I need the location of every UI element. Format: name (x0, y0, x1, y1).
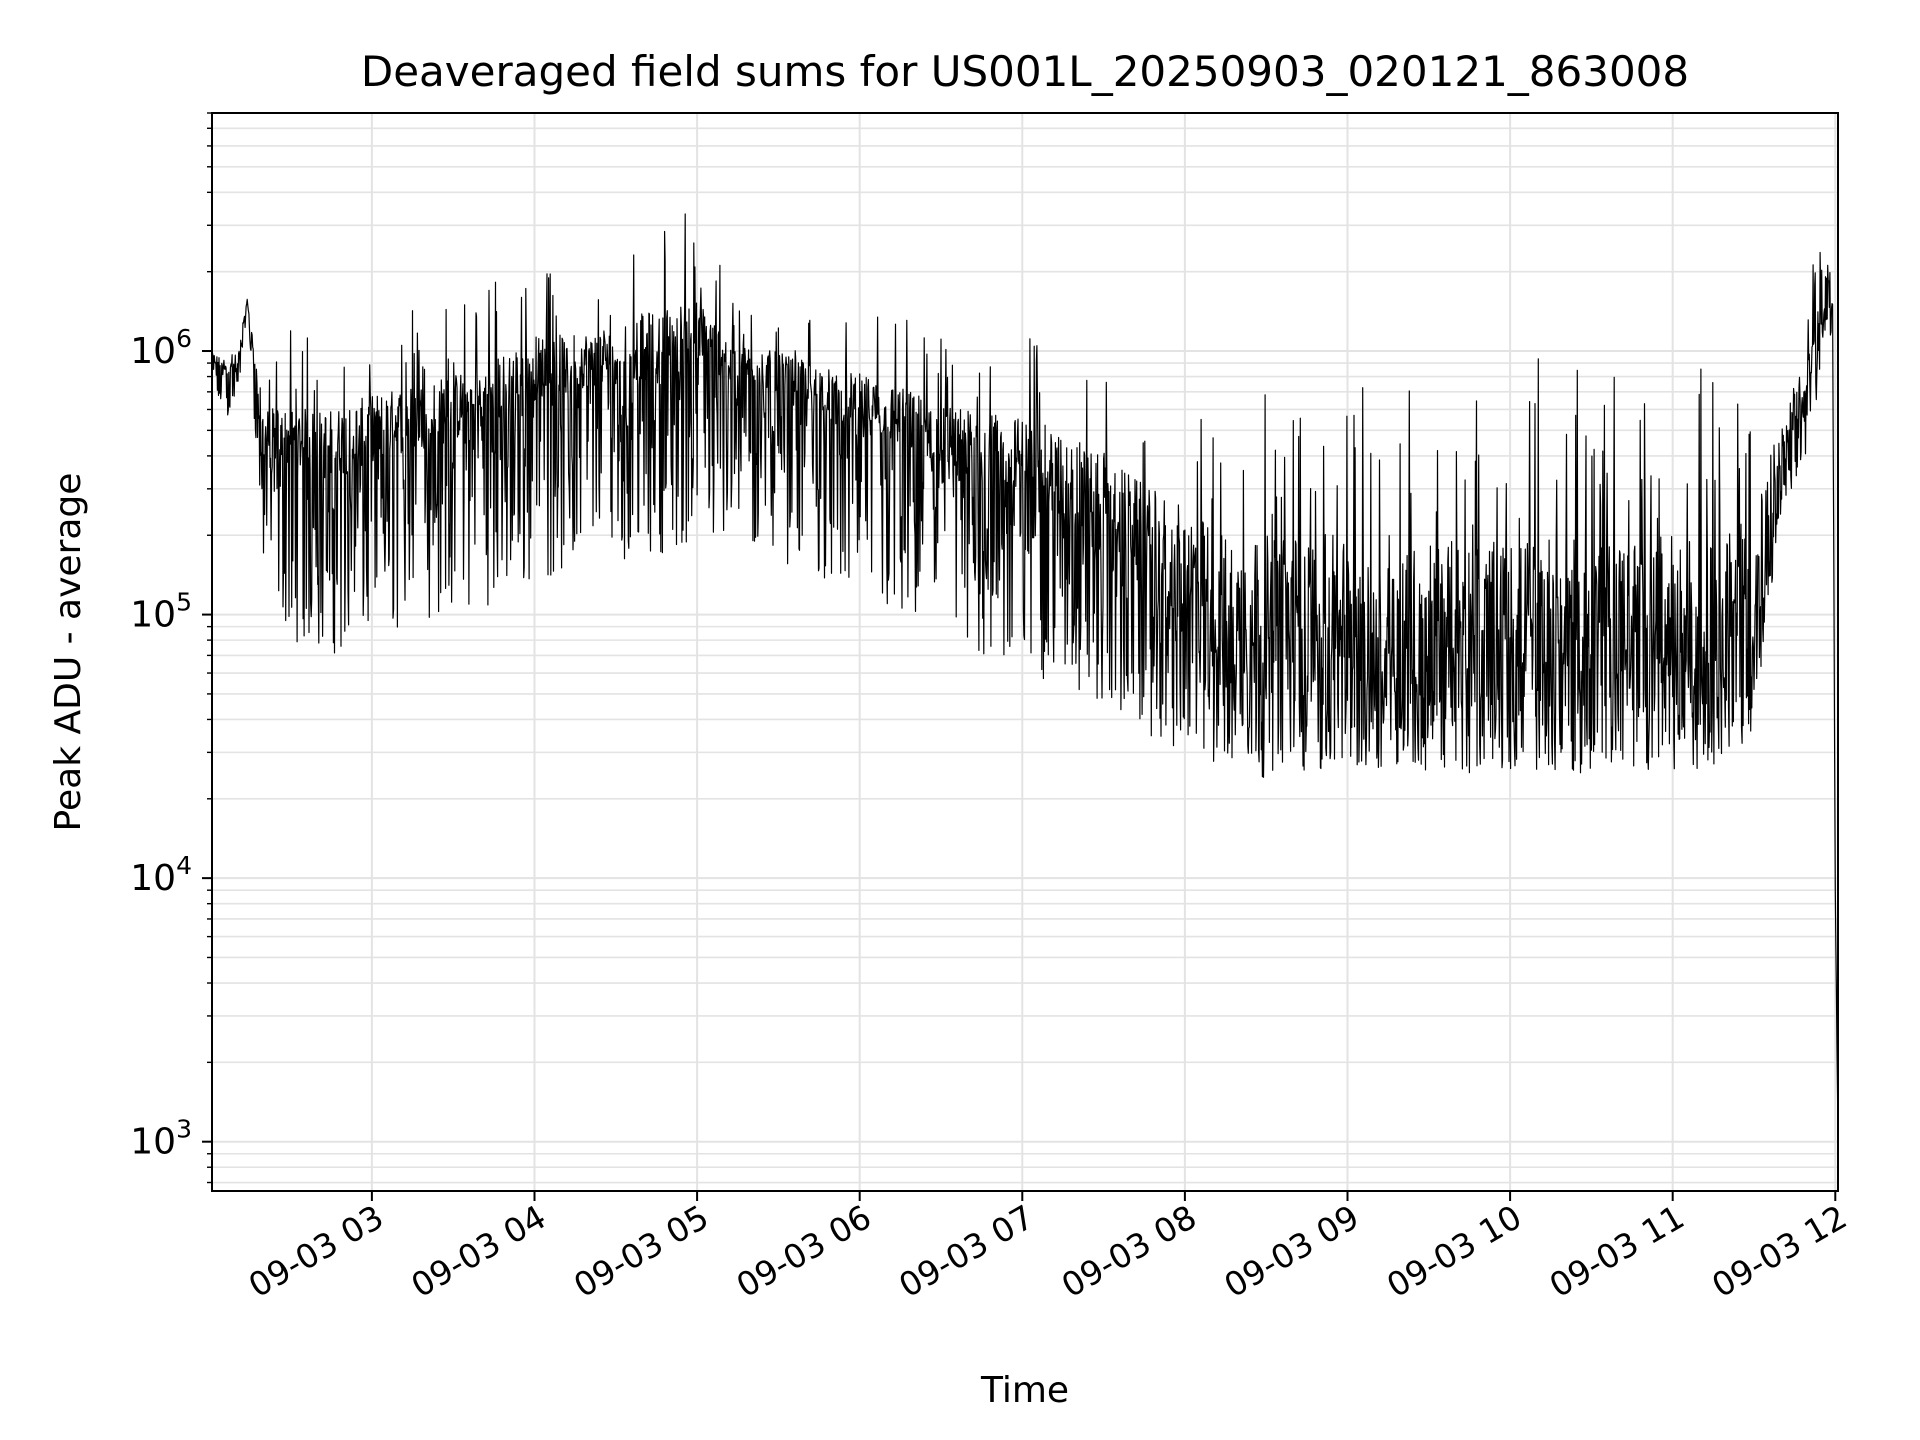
y-tick-base: 10 (130, 1122, 176, 1163)
chart-title: Deaveraged field sums for US001L_2025090… (361, 47, 1689, 96)
y-tick-base: 10 (130, 595, 176, 636)
x-axis-label: Time (980, 1370, 1069, 1411)
y-tick-base: 10 (130, 331, 176, 372)
y-tick-exponent: 4 (176, 851, 192, 880)
y-tick-base: 10 (130, 858, 176, 899)
y-tick-label: 106 (130, 324, 192, 372)
y-tick-label: 104 (130, 851, 192, 899)
y-tick-label: 105 (130, 588, 192, 636)
y-tick-label: 103 (130, 1115, 192, 1163)
y-tick-exponent: 5 (176, 588, 192, 617)
y-tick-exponent: 3 (176, 1115, 192, 1144)
series-line-group (211, 213, 1839, 1142)
plot-frame (211, 112, 1839, 1192)
series-line (211, 213, 1839, 1142)
y-axis-label: Peak ADU - average (48, 473, 89, 832)
y-tick-exponent: 6 (176, 324, 192, 353)
